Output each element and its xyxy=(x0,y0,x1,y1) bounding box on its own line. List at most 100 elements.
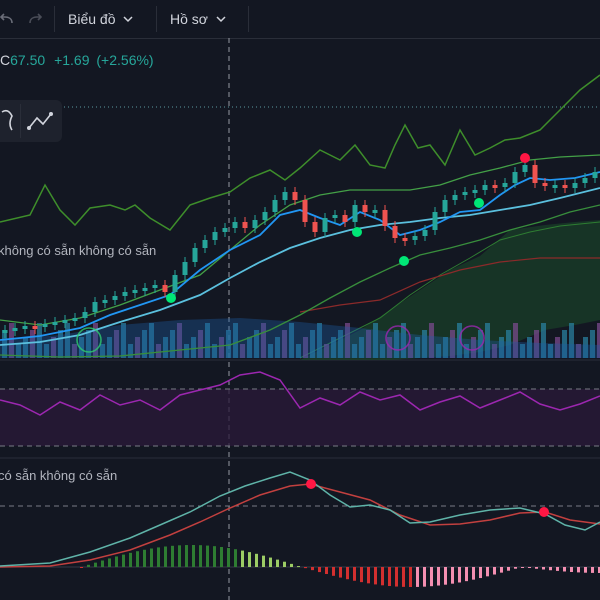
chart-menu-label: Biểu đồ xyxy=(68,11,116,27)
volume-bar xyxy=(247,337,252,358)
volume-bar xyxy=(191,337,196,358)
volume-bar xyxy=(275,337,280,358)
candle-body xyxy=(362,205,368,212)
histogram-bar xyxy=(255,553,258,567)
candle-body xyxy=(72,318,78,321)
volume-bar xyxy=(373,323,378,358)
volume-bar xyxy=(226,330,231,358)
price-change: +1.69 xyxy=(54,52,90,68)
macd-sell-dot xyxy=(539,507,549,517)
volume-bar xyxy=(429,323,434,358)
histogram-bar xyxy=(220,546,223,567)
volume-bar xyxy=(142,330,147,358)
macd-histogram xyxy=(80,545,600,587)
histogram-bar xyxy=(304,567,307,569)
candle-body xyxy=(172,275,178,292)
histogram-bar xyxy=(514,567,517,569)
main-indicator-legend[interactable]: không có sẵn không có sẵn xyxy=(0,243,157,258)
volume-bar xyxy=(254,330,259,358)
histogram-bar xyxy=(584,567,587,573)
candle-body xyxy=(402,238,408,241)
volume-bar xyxy=(289,323,294,358)
candle-body xyxy=(62,320,68,323)
volume-bar xyxy=(205,323,210,358)
volume-bar xyxy=(100,344,105,358)
histogram-bar xyxy=(451,567,454,584)
histogram-bar xyxy=(472,567,475,580)
histogram-bar xyxy=(241,550,244,567)
volume-bar xyxy=(16,344,21,358)
histogram-bar xyxy=(500,567,503,573)
volume-bar xyxy=(86,330,91,358)
histogram-bar xyxy=(563,567,566,572)
histogram-bar xyxy=(108,558,111,567)
macd-sell-dot xyxy=(306,479,316,489)
volume-bar xyxy=(576,344,581,358)
quote-header: C67.50 +1.69 (+2.56%) xyxy=(0,52,154,68)
volume-bar xyxy=(135,337,140,358)
candle-body xyxy=(232,222,238,228)
candle-body xyxy=(332,215,338,218)
chevron-down-icon xyxy=(123,16,134,23)
drawing-toolbox xyxy=(0,100,62,142)
candle-body xyxy=(462,192,468,195)
volume-bar xyxy=(555,337,560,358)
volume-bar xyxy=(597,323,600,358)
chart-menu-button[interactable]: Biểu đồ xyxy=(68,0,135,38)
envelope-lower xyxy=(0,204,600,358)
candle-body xyxy=(132,290,138,293)
histogram-bar xyxy=(465,567,468,582)
candle-body xyxy=(412,236,418,240)
histogram-bar xyxy=(521,567,524,568)
histogram-bar xyxy=(199,545,202,567)
volume-bar xyxy=(534,330,539,358)
volume-bar xyxy=(394,330,399,358)
histogram-bar xyxy=(297,566,300,568)
histogram-bar xyxy=(458,567,461,583)
candle-body xyxy=(32,326,38,329)
volume-bar xyxy=(72,344,77,358)
toolbar-divider xyxy=(248,6,249,32)
chart-canvas[interactable] xyxy=(0,38,600,600)
histogram-bar xyxy=(150,548,153,567)
brush-icon[interactable] xyxy=(0,106,14,136)
histogram-bar xyxy=(206,545,209,567)
volume-bar xyxy=(415,337,420,358)
sell-signal-dot xyxy=(520,153,530,163)
volume-bar xyxy=(590,330,595,358)
histogram-bar xyxy=(430,567,433,587)
redo-icon[interactable] xyxy=(24,8,46,30)
event-marker xyxy=(76,327,102,353)
volume-bar xyxy=(366,330,371,358)
candle-body xyxy=(92,302,98,312)
profile-menu-button[interactable]: Hồ sơ xyxy=(170,0,228,38)
histogram-bar xyxy=(374,567,377,585)
price-change-pct: (+2.56%) xyxy=(96,52,154,68)
volume-bar xyxy=(37,323,42,358)
volume-bar xyxy=(310,330,315,358)
histogram-bar xyxy=(395,567,398,587)
top-toolbar: Biểu đồ Hồ sơ xyxy=(0,0,600,39)
histogram-bar xyxy=(591,567,594,573)
trend-line-icon[interactable] xyxy=(20,104,57,138)
histogram-bar xyxy=(227,548,230,567)
histogram-bar xyxy=(143,549,146,567)
undo-icon[interactable] xyxy=(0,8,18,30)
histogram-bar xyxy=(437,567,440,586)
volume-bar xyxy=(107,337,112,358)
volume-bar xyxy=(569,323,574,358)
symbol-fragment[interactable]: C xyxy=(0,52,11,68)
candle-body xyxy=(242,222,248,228)
histogram-bar xyxy=(94,562,97,567)
buy-signal-dot xyxy=(399,256,409,266)
volume-bar xyxy=(513,323,518,358)
histogram-bar xyxy=(122,554,125,567)
toolbar-divider xyxy=(54,6,55,32)
macd-indicator-legend[interactable]: có sẵn không có sẵn xyxy=(0,468,118,483)
volume-bar xyxy=(198,330,203,358)
candle-body xyxy=(322,218,328,232)
candle-body xyxy=(452,195,458,200)
rsi-band xyxy=(0,389,600,446)
chevron-down-icon xyxy=(216,16,226,23)
volume-bar xyxy=(219,337,224,358)
